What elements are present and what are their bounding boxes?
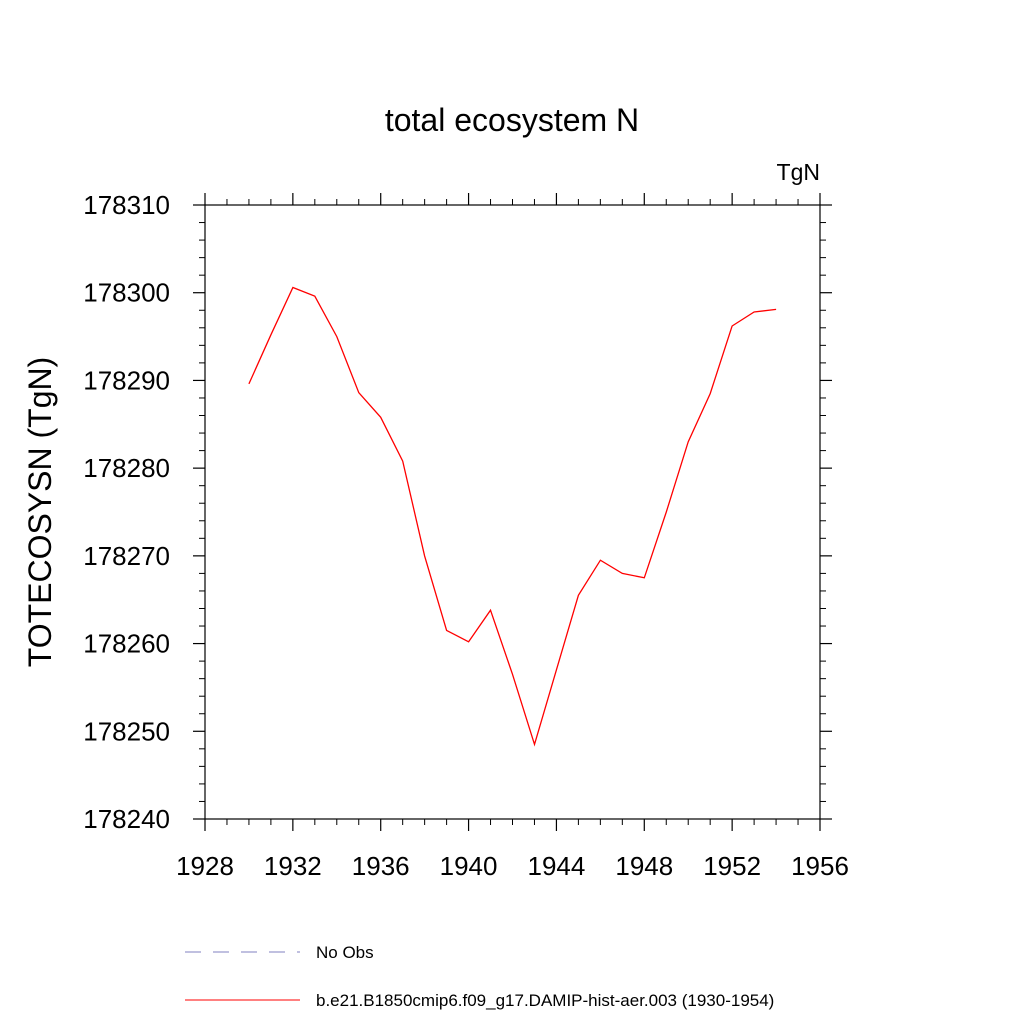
x-tick-label: 1936 — [352, 851, 410, 881]
x-tick-label: 1956 — [791, 851, 849, 881]
y-tick-label: 178280 — [83, 453, 170, 483]
units-label: TgN — [777, 159, 820, 185]
legend-label: b.e21.B1850cmip6.f09_g17.DAMIP-hist-aer.… — [316, 991, 774, 1010]
y-tick-label: 178290 — [83, 365, 170, 395]
x-tick-label: 1940 — [440, 851, 498, 881]
axis-tick-labels: 1928 1932 1936 1940 1944 1948 1952 1956 178240 17… — [83, 190, 849, 881]
y-tick-label: 178260 — [83, 629, 170, 659]
y-tick-label: 178270 — [83, 541, 170, 571]
series-line — [248, 286, 777, 747]
y-tick-label: 178300 — [83, 278, 170, 308]
plot-frame — [204, 204, 821, 820]
legend-label: No Obs — [316, 943, 374, 962]
y-axis-label: TOTECOSYSN (TgN) — [22, 357, 58, 668]
x-tick-label: 1952 — [703, 851, 761, 881]
x-tick-label: 1944 — [528, 851, 586, 881]
y-tick-label: 178310 — [83, 190, 170, 220]
y-tick-label: 178250 — [83, 716, 170, 746]
chart-title: total ecosystem N — [385, 102, 639, 138]
y-tick-label: 178240 — [83, 804, 170, 834]
x-tick-label: 1928 — [176, 851, 234, 881]
series-layer — [248, 286, 777, 747]
legend: No Obs b.e21.B1850cmip6.f09_g17.DAMIP-his… — [185, 943, 774, 1010]
x-tick-label: 1932 — [264, 851, 322, 881]
x-tick-label: 1948 — [615, 851, 673, 881]
axis-ticks — [193, 193, 832, 831]
